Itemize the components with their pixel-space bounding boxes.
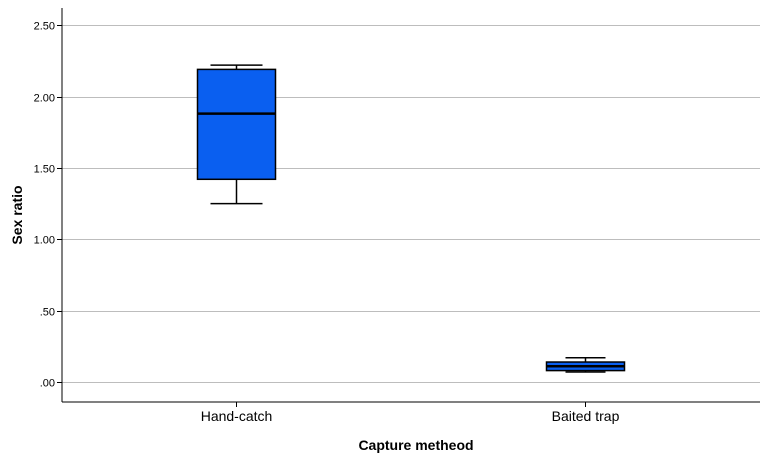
y-tick-label: 2.50	[34, 21, 55, 33]
gridlines	[62, 25, 760, 383]
y-tick-label: 2.00	[34, 93, 55, 105]
iqr-box	[196, 68, 277, 181]
y-ticks: .00 .50 1.00 1.50 2.00 2.50	[34, 21, 62, 390]
y-tick-label: 1.00	[34, 235, 55, 247]
x-category-label: Baited trap	[552, 408, 620, 424]
y-tick-label: .50	[40, 307, 55, 319]
x-categories: Hand-catch Baited trap	[201, 402, 620, 424]
x-category-label: Hand-catch	[201, 408, 273, 424]
y-tick-label: .00	[40, 378, 55, 390]
x-axis-title: Capture metheod	[358, 437, 473, 453]
boxes	[196, 64, 626, 373]
box-hand-catch	[196, 64, 277, 205]
axes	[61, 8, 760, 403]
y-tick-label: 1.50	[34, 164, 55, 176]
y-axis-title: Sex ratio	[9, 185, 25, 244]
box-baited-trap	[545, 356, 626, 373]
